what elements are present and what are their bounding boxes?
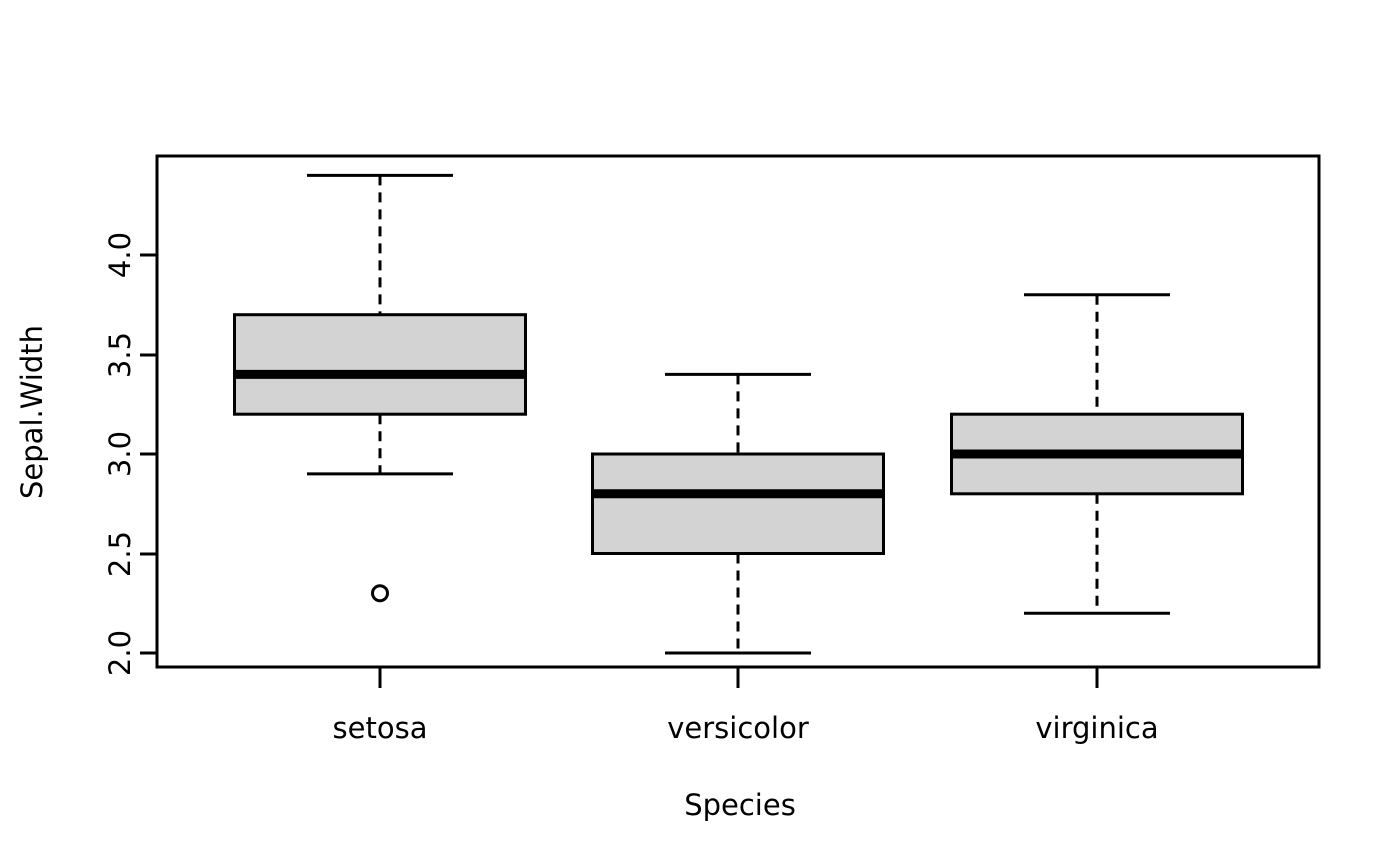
y-tick-label-2-5: 2.5 <box>103 531 137 577</box>
y-axis-title: Sepal.Width <box>15 325 49 499</box>
box-series <box>233 173 1244 655</box>
x-axis-title: Species <box>684 788 796 822</box>
x-tick-label-versicolor: versicolor <box>667 711 809 745</box>
iqr-box-versicolor <box>591 452 885 555</box>
iqr-box-setosa <box>233 313 527 416</box>
box-group-virginica <box>950 293 1244 615</box>
box-group-versicolor <box>591 372 885 655</box>
x-tick-label-virginica: virginica <box>1035 711 1158 745</box>
outlier-point-setosa-0 <box>371 584 389 603</box>
y-axis: 2.0 2.5 3.0 3.5 4.0 Sepal.Width <box>15 232 157 676</box>
y-tick-label-3-0: 3.0 <box>103 431 137 477</box>
y-tick-label-2-0: 2.0 <box>103 630 137 676</box>
x-tick-label-setosa: setosa <box>333 711 428 745</box>
y-tick-label-4-0: 4.0 <box>103 232 137 278</box>
x-axis: setosa versicolor virginica Species <box>333 667 1159 822</box>
box-group-setosa <box>233 173 527 603</box>
y-tick-label-3-5: 3.5 <box>103 332 137 378</box>
